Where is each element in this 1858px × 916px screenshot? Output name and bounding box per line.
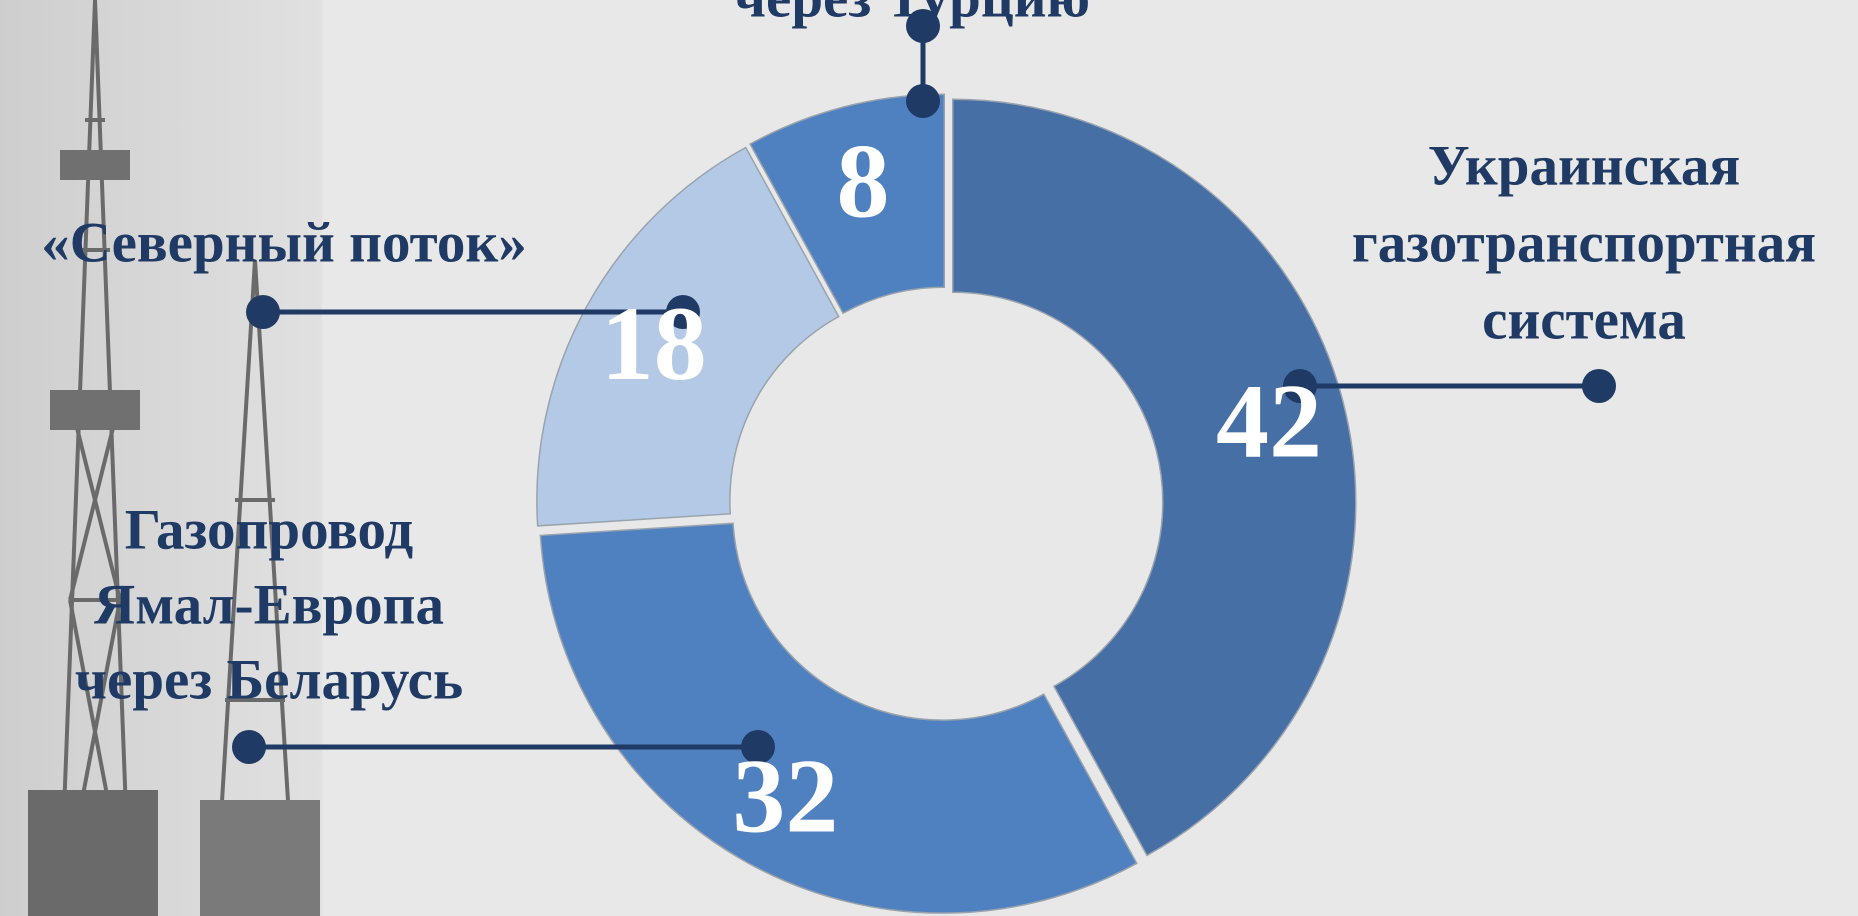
- leader-dot: [232, 730, 266, 764]
- leader-dot: [906, 84, 940, 118]
- background-derricks: [0, 0, 322, 916]
- donut-slice: [749, 93, 946, 315]
- donut-slice: [539, 522, 1138, 914]
- leader-dot: [246, 295, 280, 329]
- value-label: 8: [837, 122, 890, 239]
- donut: [536, 93, 1357, 914]
- category-label: система: [1482, 289, 1686, 352]
- value-label: 32: [732, 738, 838, 855]
- category-label: Украинская: [1428, 135, 1741, 198]
- value-label: 42: [1216, 363, 1322, 480]
- value-label: 18: [601, 285, 707, 402]
- category-label: Ямал-Европа: [94, 574, 444, 637]
- category-label: через Турцию: [734, 0, 1090, 30]
- leader-dot: [1582, 369, 1616, 403]
- category-label: «Северный поток»: [41, 212, 527, 275]
- labels: 42 32 18 8 Украинская газотранспортная система…: [41, 0, 1816, 855]
- category-label: газотранспортная: [1352, 212, 1816, 275]
- donut-slice: [952, 98, 1357, 857]
- donut-slice: [536, 146, 840, 527]
- leader-dot: [666, 295, 700, 329]
- category-label: Газопровод: [125, 499, 414, 562]
- leader-lines: [232, 9, 1616, 764]
- leader-dot: [1283, 369, 1317, 403]
- leader-dot: [741, 730, 775, 764]
- category-label: через Беларусь: [75, 649, 463, 712]
- leader-dot: [906, 9, 940, 43]
